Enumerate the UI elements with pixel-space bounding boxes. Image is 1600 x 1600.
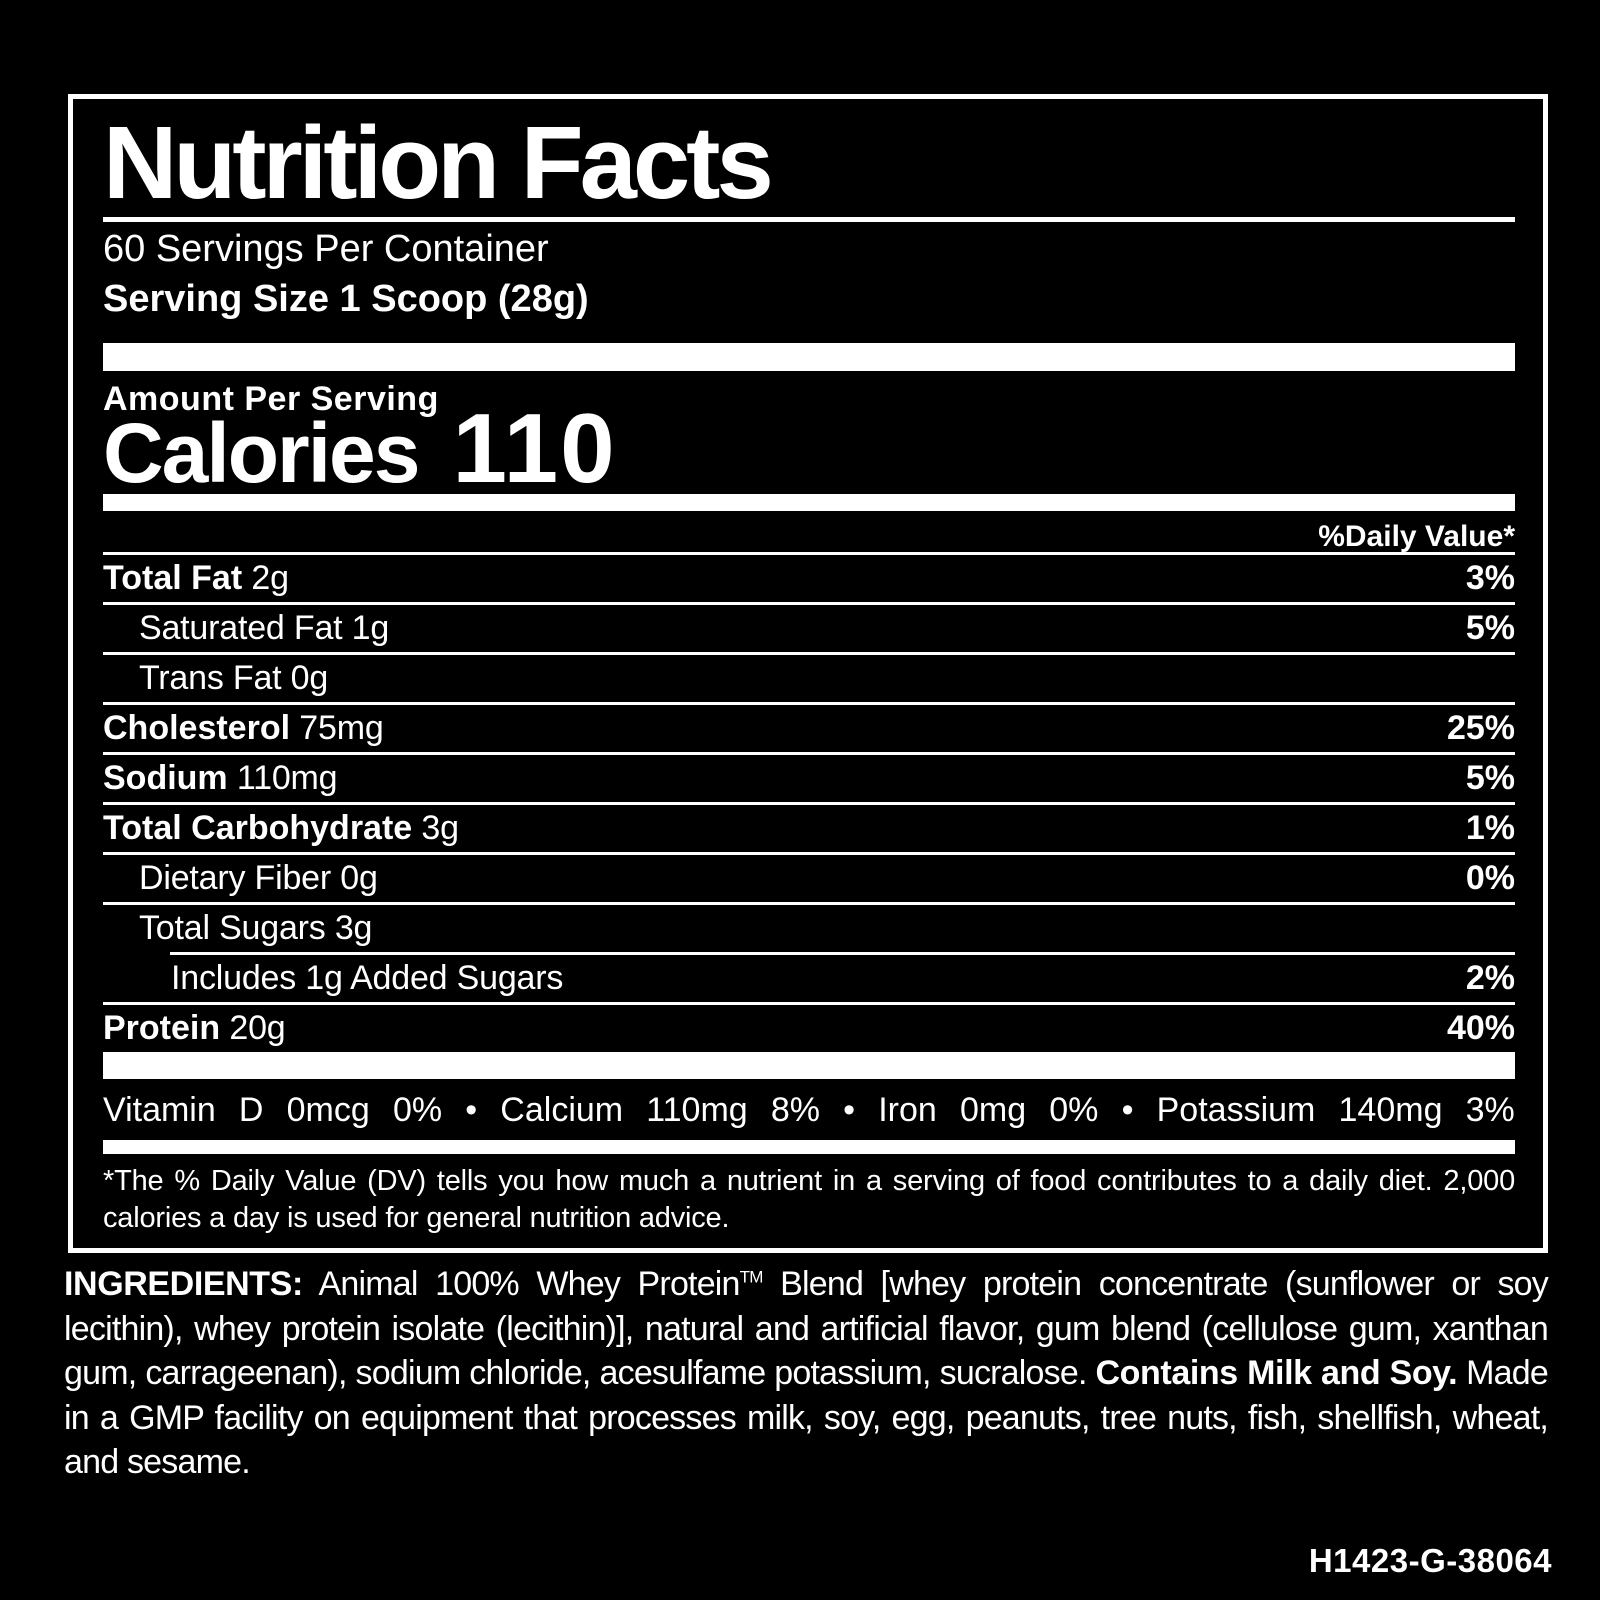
serving-size: Serving Size 1 Scoop (28g) [103, 278, 589, 320]
nutrient-daily-value: 2% [1465, 959, 1515, 997]
nutrient-name: Cholesterol 75mg [103, 709, 384, 747]
nutrient-name: Includes 1g Added Sugars [171, 959, 564, 997]
nutrient-daily-value: 40% [1446, 1009, 1515, 1047]
nutrient-rows: Total Fat 2g 3% Saturated Fat 1g 5% Trans Fa… [103, 552, 1515, 1052]
row-divider [103, 702, 1515, 705]
nutrient-daily-value: 5% [1465, 609, 1515, 647]
nutrient-row: Cholesterol 75mg 25% [103, 705, 1515, 752]
nutrient-name: Total Sugars 3g [139, 909, 373, 947]
nutrient-name: Sodium 110mg [103, 759, 338, 797]
micronutrient-token: 0mcg [286, 1091, 370, 1129]
product-code: H1423-G-38064 [1308, 1542, 1552, 1579]
ingredients-paragraph: INGREDIENTS: Animal 100% Whey ProteinTM … [64, 1262, 1549, 1485]
nutrient-daily-value: 1% [1465, 809, 1515, 847]
daily-value-header: %Daily Value* [1318, 520, 1515, 553]
nutrient-name: Dietary Fiber 0g [139, 859, 378, 897]
daily-value-footnote: *The % Daily Value (DV) tells you how mu… [103, 1165, 1515, 1234]
nutrient-row: Dietary Fiber 0g 0% [103, 855, 1515, 902]
nutrient-name: Trans Fat 0g [139, 659, 329, 697]
row-divider [103, 552, 1515, 555]
micronutrient-token: 0% [392, 1091, 443, 1129]
micronutrient-token: D [238, 1091, 264, 1129]
ingredients-text: Animal 100% Whey ProteinTM Blend [whey p… [64, 1265, 1549, 1481]
nutrient-row: Total Sugars 3g [103, 905, 1515, 952]
calories-row: Calories 110 [103, 393, 1515, 503]
medium-separator-bar-bottom [103, 1140, 1515, 1154]
micronutrient-token: Vitamin [103, 1091, 216, 1129]
nutrition-facts-panel: Nutrition Facts 60 Servings Per Containe… [68, 94, 1548, 1253]
nutrient-name: Total Fat 2g [103, 559, 289, 597]
nutrient-row: Trans Fat 0g [103, 655, 1515, 702]
nutrient-row: Saturated Fat 1g 5% [103, 605, 1515, 652]
row-divider [103, 902, 1515, 905]
calories-label: Calories [103, 406, 420, 500]
bullet-separator: • [465, 1091, 478, 1129]
nutrition-facts-title: Nutrition Facts [103, 105, 774, 220]
nutrient-name: Saturated Fat 1g [139, 609, 390, 647]
nutrient-name: Total Carbohydrate 3g [103, 809, 459, 847]
micronutrient-token: 0% [1049, 1091, 1099, 1129]
bullet-separator: • [1121, 1091, 1134, 1129]
nutrient-row: Sodium 110mg 5% [103, 755, 1515, 802]
nutrient-daily-value: 5% [1465, 759, 1515, 797]
micronutrient-token: 3% [1465, 1091, 1515, 1129]
micronutrient-token: 0mg [959, 1091, 1027, 1129]
micronutrients-row: Vitamin D 0mcg 0% • Calcium 110mg 8% • Iron 0mg 0% •… [103, 1079, 1515, 1127]
micronutrient-token: 140mg [1338, 1091, 1443, 1129]
row-divider [103, 752, 1515, 755]
medium-separator-bar [103, 494, 1515, 511]
thick-separator-bar [103, 343, 1515, 371]
nutrient-row: Total Fat 2g 3% [103, 555, 1515, 602]
row-divider [103, 602, 1515, 605]
servings-per-container: 60 Servings Per Container [103, 228, 549, 270]
row-divider [103, 852, 1515, 855]
nutrient-daily-value: 3% [1465, 559, 1515, 597]
thick-separator-bar-bottom [103, 1052, 1515, 1079]
row-divider [103, 652, 1515, 655]
nutrient-row: Total Carbohydrate 3g 1% [103, 805, 1515, 852]
nutrient-name: Protein 20g [103, 1009, 286, 1047]
amount-per-serving-label: Amount Per Serving [103, 380, 439, 418]
nutrient-row: Includes 1g Added Sugars 2% [103, 955, 1515, 1002]
row-divider [103, 802, 1515, 805]
ingredients-heading: INGREDIENTS: [64, 1265, 303, 1303]
micronutrient-token: 8% [770, 1091, 820, 1129]
nutrient-row: Protein 20g 40% [103, 1005, 1515, 1052]
nutrient-daily-value: 0% [1465, 859, 1515, 897]
row-divider [103, 1002, 1515, 1005]
micronutrient-token: Calcium [500, 1091, 624, 1129]
micronutrient-token: Potassium [1156, 1091, 1316, 1129]
calories-value: 110 [452, 393, 617, 503]
micronutrient-token: Iron [878, 1091, 937, 1129]
title-divider [103, 217, 1515, 222]
row-divider [170, 952, 1515, 955]
bullet-separator: • [843, 1091, 856, 1129]
micronutrient-token: 110mg [646, 1091, 748, 1129]
nutrient-daily-value: 25% [1446, 709, 1515, 747]
